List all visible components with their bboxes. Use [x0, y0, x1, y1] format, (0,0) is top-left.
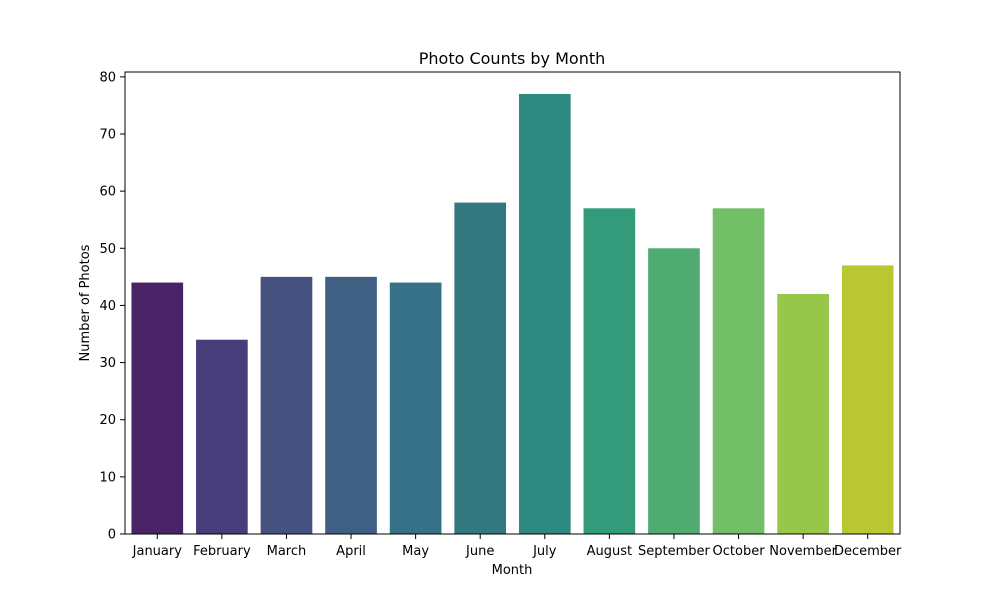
bar-september — [648, 248, 700, 535]
bar-april — [325, 276, 377, 534]
y-tick-label: 30 — [99, 356, 116, 371]
bar-july — [518, 94, 571, 534]
x-axis: January February March April May June July Augu… — [132, 534, 902, 559]
x-axis-label: Month — [492, 563, 533, 578]
y-tick-label: 50 — [99, 242, 116, 257]
x-tick-label: August — [587, 544, 633, 559]
x-tick-label: December — [834, 544, 902, 559]
x-tick-label: July — [532, 544, 557, 559]
y-tick-label: 20 — [99, 413, 116, 428]
bar-june — [454, 202, 507, 534]
bar-february — [196, 339, 248, 534]
y-axis: 0 10 20 30 40 50 60 70 80 — [99, 70, 125, 543]
x-tick-label: September — [638, 544, 711, 559]
y-tick-label: 80 — [99, 70, 116, 85]
y-tick-label: 0 — [108, 528, 116, 543]
x-tick-label: April — [336, 544, 366, 559]
x-tick-label: February — [193, 544, 251, 559]
y-tick-label: 60 — [99, 185, 116, 200]
y-tick-label: 10 — [99, 470, 116, 485]
bar-november — [777, 294, 829, 534]
y-tick-label: 70 — [99, 128, 116, 143]
x-tick-label: January — [132, 544, 183, 559]
x-tick-label: March — [267, 544, 307, 559]
bars-layer — [131, 94, 894, 535]
x-tick-label: November — [769, 544, 837, 559]
y-axis-label: Number of Photos — [78, 244, 93, 361]
y-tick-label: 40 — [99, 299, 116, 314]
plot-frame — [124, 71, 901, 535]
bar-january — [131, 282, 184, 534]
bar-october — [712, 208, 765, 535]
chart-title: Photo Counts by Month — [419, 49, 606, 68]
x-tick-label: October — [713, 544, 766, 559]
bar-august — [583, 208, 636, 535]
bar-march — [260, 276, 313, 534]
x-tick-label: May — [402, 544, 429, 559]
bar-december — [841, 265, 894, 534]
x-tick-label: June — [465, 544, 494, 559]
bar-may — [389, 282, 442, 534]
